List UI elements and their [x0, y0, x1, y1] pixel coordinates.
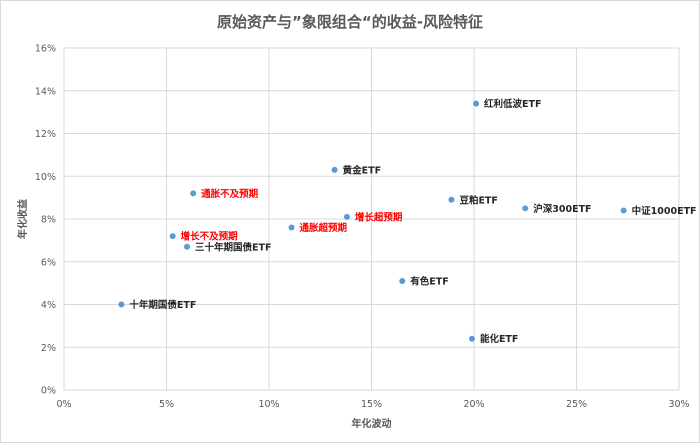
x-tick-label: 25%	[566, 399, 587, 410]
data-point	[473, 100, 480, 107]
y-tick-label: 4%	[41, 300, 56, 311]
y-tick-label: 14%	[35, 86, 56, 97]
point-label: 豆粕ETF	[459, 194, 497, 206]
y-tick-label: 16%	[35, 44, 56, 55]
y-tick-label: 0%	[41, 386, 56, 397]
point-label: 增长不及预期	[181, 231, 238, 243]
point-label: 红利低波ETF	[484, 98, 541, 110]
data-point	[468, 335, 475, 342]
point-label: 沪深300ETF	[533, 203, 591, 215]
point-label: 通胀不及预期	[201, 188, 258, 200]
data-point	[118, 301, 125, 308]
point-label: 黄金ETF	[343, 164, 381, 176]
data-point	[399, 277, 406, 284]
data-point	[190, 190, 197, 197]
y-tick-label: 12%	[35, 129, 56, 140]
data-point	[331, 166, 338, 173]
point-label: 有色ETF	[410, 275, 448, 287]
x-tick-label: 5%	[159, 399, 174, 410]
data-point	[184, 243, 190, 250]
data-point	[522, 205, 529, 212]
data-point	[448, 196, 455, 203]
x-axis-title: 年化波动	[352, 417, 392, 430]
x-tick-label: 10%	[258, 399, 279, 410]
x-tick-label: 15%	[361, 399, 382, 410]
point-label: 十年期国债ETF	[129, 299, 196, 311]
x-tick-label: 0%	[56, 399, 71, 410]
y-axis-title: 年化收益	[16, 199, 29, 239]
point-label: 增长超预期	[355, 211, 403, 223]
data-point	[620, 207, 627, 214]
point-label: 能化ETF	[480, 333, 518, 345]
y-tick-label: 10%	[35, 172, 56, 183]
data-point	[343, 213, 350, 220]
chart-title: 原始资产与”象限组合“的收益-风险特征	[217, 13, 483, 31]
y-tick-label: 2%	[41, 343, 56, 354]
y-tick-label: 6%	[41, 257, 56, 268]
point-label: 通胀超预期	[300, 222, 348, 234]
y-tick-label: 8%	[41, 215, 56, 226]
point-label: 三十年期国债ETF	[195, 241, 271, 253]
x-tick-label: 20%	[463, 399, 484, 410]
x-tick-label: 30%	[668, 399, 689, 410]
data-point	[169, 233, 176, 240]
point-label: 中证1000ETF	[632, 205, 697, 217]
data-point	[288, 224, 295, 231]
